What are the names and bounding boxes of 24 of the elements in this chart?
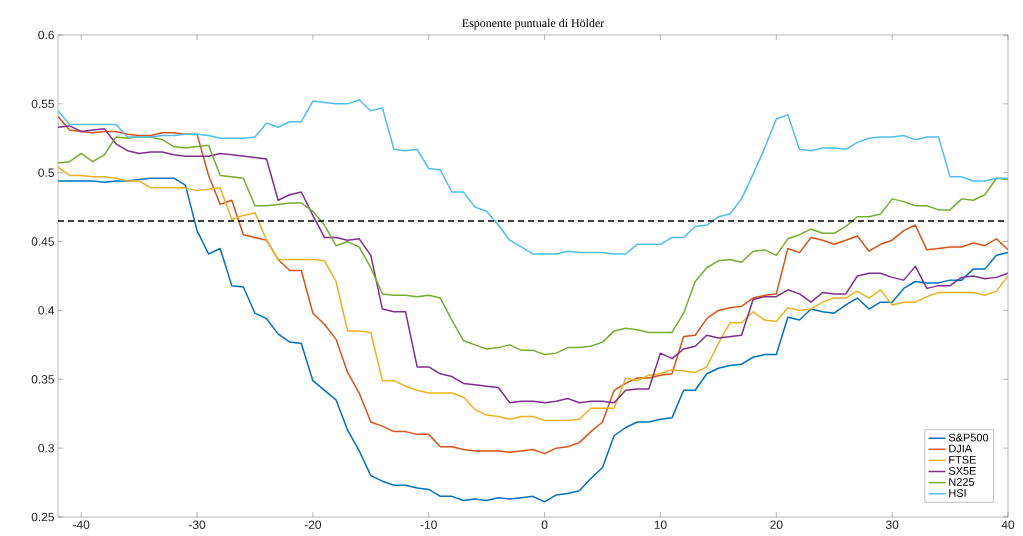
legend-label: S&P500 xyxy=(948,433,989,442)
x-tick-label: -40 xyxy=(73,520,90,529)
legend-label: DJIA xyxy=(949,444,973,453)
chart-title: Esponente puntuale di Hölder xyxy=(462,18,605,30)
x-tick-label: 40 xyxy=(1001,520,1015,529)
y-tick-label: 0.35 xyxy=(31,375,54,384)
y-tick-label: 0.4 xyxy=(38,306,55,315)
y-tick-label: 0.55 xyxy=(31,99,54,109)
x-tick-label: 10 xyxy=(654,520,667,529)
y-tick-label: 0.25 xyxy=(31,512,54,522)
x-tick-label: -10 xyxy=(420,520,437,529)
legend-label: HSI xyxy=(949,489,966,497)
x-tick-label: -30 xyxy=(188,520,206,529)
legend-label: FTSE xyxy=(949,455,976,464)
legend-label: N225 xyxy=(949,478,975,486)
x-tick-label: 30 xyxy=(885,520,899,529)
y-tick-label: 0.3 xyxy=(38,443,54,453)
y-tick-label: 0.5 xyxy=(38,168,54,177)
x-tick-label: 0 xyxy=(541,520,548,529)
y-tick-label: 0.45 xyxy=(31,237,54,246)
legend-label: SX5E xyxy=(948,466,976,475)
x-tick-label: -20 xyxy=(304,520,322,529)
x-tick-label: 20 xyxy=(770,520,783,529)
y-tick-label: 0.6 xyxy=(38,30,54,40)
